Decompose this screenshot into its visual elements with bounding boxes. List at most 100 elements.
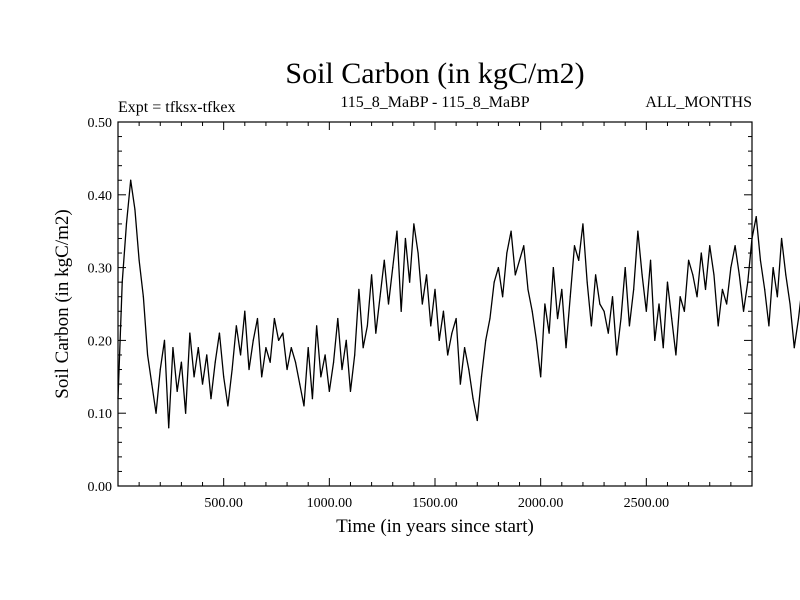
data-point [193, 376, 195, 378]
data-point [163, 339, 166, 341]
data-point [696, 296, 698, 298]
data-point [514, 274, 516, 276]
data-point [556, 317, 559, 320]
data-point [586, 281, 588, 283]
data-point [459, 383, 461, 385]
data-point [463, 347, 466, 349]
y-tick-label: 0.10 [88, 407, 113, 422]
data-point [616, 354, 618, 356]
x-tick-label: 500.00 [204, 496, 243, 511]
data-point [383, 259, 385, 261]
y-axis-ticks: 0.00 0.10 0.20 0.30 0.40 0.50 [88, 116, 752, 495]
data-point [290, 347, 292, 349]
data-point [421, 303, 423, 305]
data-point [223, 376, 225, 378]
data-point [595, 274, 597, 276]
data-point [497, 267, 499, 269]
data-point [417, 252, 419, 254]
data-point [489, 317, 491, 320]
data-point [599, 303, 601, 305]
data-point [387, 303, 390, 305]
data-point [510, 230, 512, 232]
x-tick-label: 1500.00 [412, 496, 458, 511]
data-point [206, 354, 208, 356]
data-point [349, 390, 352, 392]
series-points [117, 179, 800, 429]
y-tick-label: 0.40 [88, 189, 113, 204]
data-point [645, 310, 647, 312]
data-point [793, 347, 795, 349]
data-point [151, 383, 153, 385]
data-point [742, 310, 745, 312]
data-point [409, 281, 411, 283]
data-point [125, 223, 128, 225]
data-point [535, 339, 538, 341]
data-point [531, 310, 533, 312]
data-point [700, 252, 702, 254]
data-point [561, 288, 563, 291]
data-point [476, 419, 478, 422]
data-point [214, 361, 216, 363]
data-point [337, 317, 339, 320]
data-point [134, 208, 136, 210]
data-point [261, 376, 263, 378]
y-axis-label: Soil Carbon (in kgC/m2) [52, 209, 73, 398]
data-point [231, 368, 233, 371]
data-point [404, 237, 407, 240]
data-point [730, 267, 732, 269]
data-point [573, 245, 576, 247]
data-point [320, 376, 322, 378]
y-tick-label: 0.20 [88, 334, 113, 349]
data-point [375, 332, 377, 334]
period-label: 115_8_MaBP - 115_8_MaBP [340, 94, 529, 111]
data-point [358, 288, 360, 291]
data-point [362, 347, 364, 349]
data-point [641, 274, 643, 276]
data-point [671, 317, 673, 320]
data-point [396, 230, 398, 232]
data-point [142, 296, 144, 298]
data-point [117, 398, 119, 400]
data-point [654, 339, 656, 341]
data-point [252, 339, 254, 341]
y-tick-label: 0.50 [88, 116, 113, 131]
data-point [582, 223, 584, 225]
data-point [480, 376, 483, 378]
data-point [548, 332, 550, 334]
data-point [747, 281, 749, 283]
data-point [282, 332, 284, 334]
months-label: ALL_MONTHS [645, 94, 752, 111]
data-point [658, 303, 660, 305]
data-point [366, 325, 368, 327]
data-point [328, 390, 330, 392]
data-point [662, 347, 664, 349]
data-point [768, 325, 770, 327]
data-point [430, 325, 432, 327]
data-point [679, 296, 681, 298]
data-point [624, 267, 626, 269]
data-point [772, 267, 774, 269]
data-point [734, 245, 736, 247]
data-point [637, 230, 639, 232]
x-tick-label: 2500.00 [624, 496, 670, 511]
data-point [666, 281, 669, 283]
data-point [518, 259, 521, 261]
data-point [425, 274, 428, 276]
data-point [675, 354, 677, 356]
data-point [210, 398, 212, 400]
data-point [316, 325, 318, 327]
data-point [620, 317, 622, 320]
x-tick-label: 1000.00 [307, 496, 353, 511]
data-point [755, 216, 757, 218]
data-point [434, 288, 436, 291]
data-point [354, 354, 356, 356]
data-point [278, 339, 280, 341]
data-point [692, 274, 694, 276]
data-point [683, 310, 685, 312]
data-point [442, 310, 445, 312]
data-point [273, 317, 275, 320]
data-point [540, 376, 542, 378]
data-point [578, 259, 580, 261]
data-point [455, 317, 457, 320]
